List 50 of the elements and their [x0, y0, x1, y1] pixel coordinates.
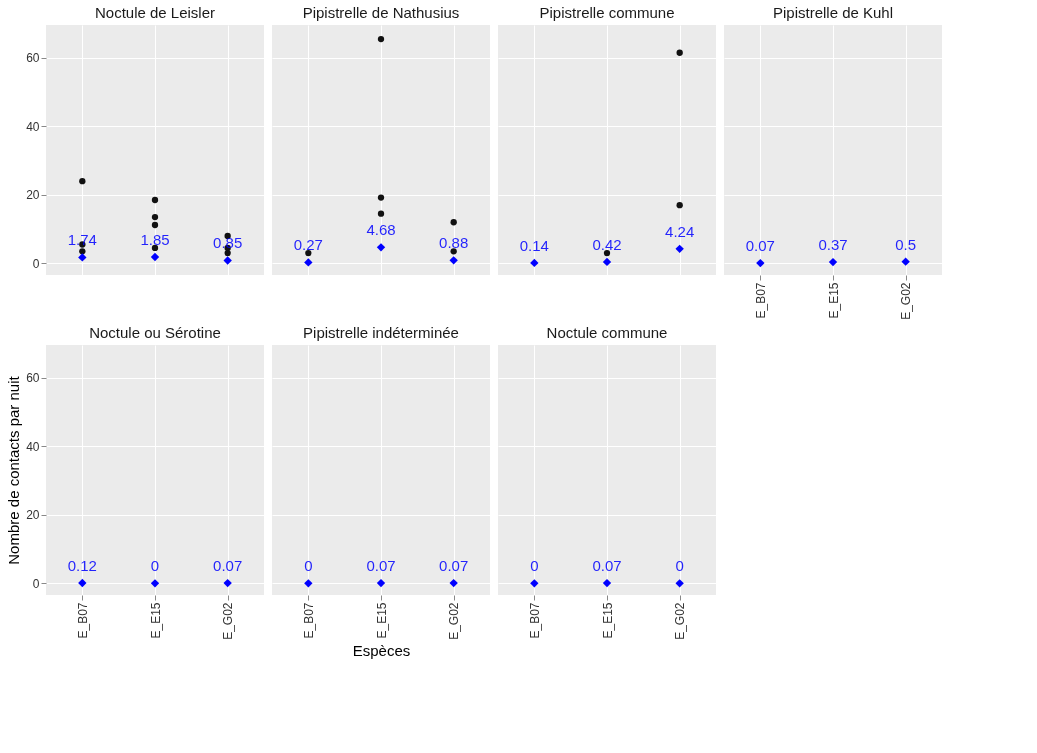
- x-tick-label: E_E15: [600, 602, 615, 639]
- data-label: 0: [150, 557, 160, 575]
- data-label: 0.37: [818, 236, 848, 254]
- data-label: 0: [530, 557, 539, 575]
- chart-title: Pipistrelle de Kuhl: [772, 4, 894, 21]
- x-tick-label: E_E15: [148, 602, 163, 639]
- y-tick-label: 40: [26, 439, 40, 454]
- x-tick-label: E_B07: [301, 602, 316, 639]
- y-tick-label: 20: [26, 188, 40, 203]
- x-tick-label: E_G02: [673, 602, 688, 640]
- x-tick-label: E_B07: [753, 282, 768, 319]
- data-label: 0.14: [519, 236, 549, 254]
- data-label: 0: [304, 557, 313, 575]
- x-tick-label: E_G02: [221, 602, 236, 640]
- x-tick-label: E_G02: [899, 282, 914, 320]
- x-tick-label: E_G02: [447, 602, 462, 640]
- y-tick-label: 0: [32, 576, 40, 591]
- data-label: 0: [675, 557, 684, 575]
- data-label: 4.68: [366, 221, 396, 239]
- data-label: 4.24: [665, 222, 695, 240]
- x-tick-label: E_B07: [75, 602, 90, 639]
- data-label: 0.07: [439, 557, 469, 575]
- data-label: 0.88: [439, 234, 469, 252]
- x-tick-label: E_E15: [374, 602, 389, 639]
- data-label: 0.5: [895, 235, 917, 253]
- data-label: 1.74: [67, 231, 97, 249]
- data-label: 0.07: [592, 557, 622, 575]
- chart-title: Pipistrelle commune: [539, 4, 675, 21]
- data-label: 1.85: [140, 231, 170, 249]
- y-tick-label: 20: [26, 508, 40, 523]
- y-tick-label: 40: [26, 119, 40, 134]
- y-tick-label: 60: [26, 51, 40, 66]
- data-label: 0.07: [745, 237, 775, 255]
- x-tick-label: E_E15: [826, 282, 841, 319]
- y-axis-title: Nombre de contacts par nuit: [5, 375, 23, 565]
- chart-title: Noctule commune: [546, 324, 668, 341]
- data-label: 0.07: [366, 557, 396, 575]
- chart-title: Noctule de Leisler: [94, 4, 216, 21]
- y-tick-label: 0: [32, 256, 40, 271]
- data-label: 0.07: [213, 557, 243, 575]
- chart-title: Noctule ou Sérotine: [89, 324, 221, 341]
- data-label: 0.42: [592, 235, 622, 253]
- x-axis-title: Espèces: [352, 641, 411, 659]
- data-label: 0.85: [213, 234, 243, 252]
- x-tick-label: E_B07: [527, 602, 542, 639]
- y-tick-label: 60: [26, 371, 40, 386]
- data-label: 0.27: [293, 236, 323, 254]
- chart-title: Pipistrelle de Nathusius: [302, 4, 460, 21]
- data-label: 0.12: [67, 556, 97, 574]
- chart-title: Pipistrelle indéterminée: [303, 324, 459, 341]
